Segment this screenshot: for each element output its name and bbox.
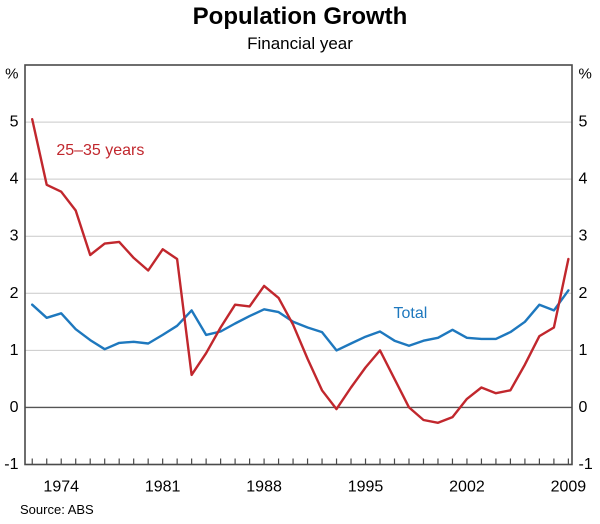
y-axis-label-right: 5 bbox=[579, 114, 588, 131]
y-axis-label-right: 0 bbox=[579, 399, 588, 416]
y-axis-label-left: 4 bbox=[10, 171, 19, 188]
x-axis-label: 1988 bbox=[246, 479, 282, 496]
page-subtitle: Financial year bbox=[247, 34, 353, 53]
y-axis-label-right: -1 bbox=[579, 456, 593, 473]
percent-symbol-left: % bbox=[5, 66, 18, 83]
series-label-total: Total bbox=[394, 305, 428, 322]
y-axis-label-left: 0 bbox=[10, 399, 19, 416]
x-axis-label: 2009 bbox=[551, 479, 587, 496]
series-line-25-35-years bbox=[31, 117, 570, 424]
series-label-25-35-years: 25–35 years bbox=[56, 142, 144, 159]
y-axis-label-left: 1 bbox=[10, 342, 19, 359]
x-axis-label: 1981 bbox=[145, 479, 181, 496]
y-axis-label-left: 5 bbox=[10, 114, 19, 131]
y-axis-label-left: -1 bbox=[4, 456, 18, 473]
page-title: Population Growth bbox=[192, 3, 408, 30]
x-axis-label: 2002 bbox=[449, 479, 485, 496]
y-axis-label-right: 1 bbox=[579, 342, 588, 359]
plot-frame bbox=[24, 64, 573, 466]
y-axis-label-right: 3 bbox=[579, 228, 588, 245]
source-note: Source: ABS bbox=[20, 502, 94, 517]
y-axis-label-left: 2 bbox=[10, 285, 19, 302]
series-line-total bbox=[31, 289, 570, 352]
percent-symbol-right: % bbox=[579, 66, 592, 83]
x-axis-label: 1974 bbox=[43, 479, 79, 496]
x-axis-label: 1995 bbox=[348, 479, 384, 496]
y-axis-label-right: 4 bbox=[579, 171, 588, 188]
y-axis-label-right: 2 bbox=[579, 285, 588, 302]
y-axis-label-left: 3 bbox=[10, 228, 19, 245]
